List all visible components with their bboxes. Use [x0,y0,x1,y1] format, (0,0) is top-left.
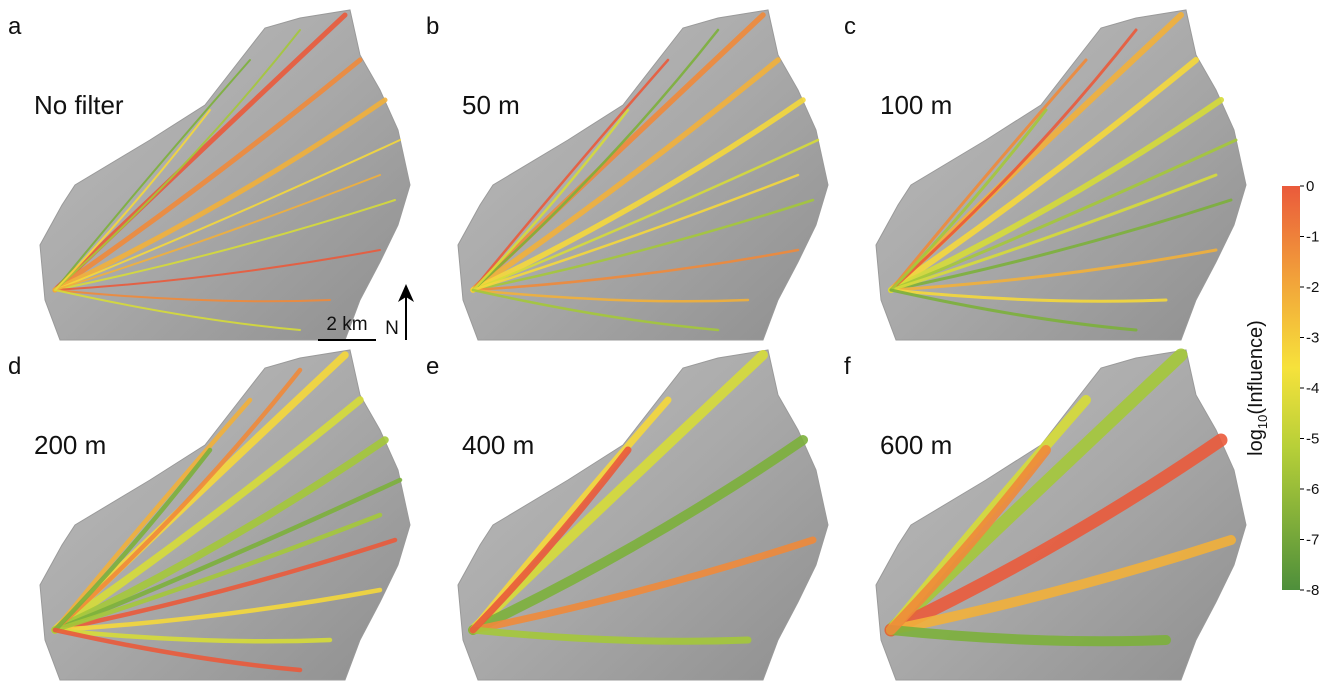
colorbar-tick-label: -4 [1306,380,1319,397]
colorbar-tick-label: -2 [1306,279,1319,296]
panel-label: 600 m [880,430,952,460]
panel-label: No filter [34,90,124,120]
panel-letter: d [8,353,21,380]
hillshade [458,10,828,340]
figure: aNo filterb50 mc100 md200 me400 mf600 m … [0,0,1338,686]
hillshade [40,10,410,340]
colorbar-tick-label: -8 [1306,582,1319,599]
north-label: N [385,318,399,339]
map-panels: a No filter b 50 m c 100 m d 200 m e 400 m f 600 m [8,10,1246,680]
colorbar-label: log10(Influence) [1245,320,1270,456]
map-panel: e 400 m [426,350,828,680]
panel-label: 200 m [34,430,106,460]
colorbar-tick-label: -6 [1306,481,1319,498]
panel-letter: a [8,13,22,40]
colorbar-tick-label: -7 [1306,532,1319,549]
map-panel: c 100 m [844,10,1246,340]
panel-label: 100 m [880,90,952,120]
scale-label: 2 km [326,314,367,335]
panel-letter: f [844,353,851,380]
panel-label: 400 m [462,430,534,460]
colorbar-tick-label: -1 [1306,229,1319,246]
map-panel: d 200 m [8,350,410,680]
panel-label: 50 m [462,90,520,120]
map-panel: f 600 m [844,350,1246,680]
colorbar-tick-label: -3 [1306,330,1319,347]
colorbar: log10(Influence) 0 -1 -2 -3 -4 -5 -6 -7 -8 [1245,178,1319,599]
colorbar-tick-label: -5 [1306,431,1319,448]
map-panel: a No filter [8,10,410,340]
hillshade [876,10,1246,340]
hillshade [40,350,410,680]
colorbar-tick-label: 0 [1306,178,1314,195]
panel-letter: c [844,13,856,40]
map-panel: b 50 m [426,10,828,340]
colorbar-ramp [1282,186,1300,590]
panel-letter: e [426,353,439,380]
panel-letter: b [426,13,439,40]
